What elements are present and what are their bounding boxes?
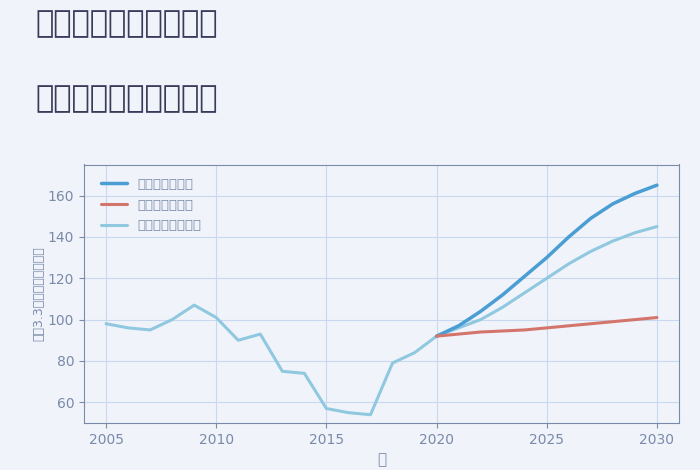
バッドシナリオ [433, 333, 441, 339]
バッドシナリオ [498, 328, 507, 334]
ノーマルシナリオ [168, 317, 176, 322]
グッドシナリオ [454, 323, 463, 329]
ノーマルシナリオ [565, 261, 573, 266]
バッドシナリオ [565, 323, 573, 329]
バッドシナリオ [631, 317, 639, 322]
ノーマルシナリオ [609, 238, 617, 244]
X-axis label: 年: 年 [377, 452, 386, 467]
バッドシナリオ [542, 325, 551, 331]
グッドシナリオ [433, 333, 441, 339]
バッドシナリオ [587, 321, 595, 327]
グッドシナリオ [542, 255, 551, 260]
ノーマルシナリオ [300, 370, 309, 376]
Text: 兵庫県姫路市北平野の: 兵庫県姫路市北平野の [35, 9, 218, 39]
ノーマルシナリオ [146, 327, 154, 333]
バッドシナリオ [609, 319, 617, 324]
Y-axis label: 坪（3.3㎡）単価（万円）: 坪（3.3㎡）単価（万円） [32, 246, 45, 341]
ノーマルシナリオ [498, 305, 507, 310]
バッドシナリオ [454, 331, 463, 337]
Text: 中古戸建ての価格推移: 中古戸建ての価格推移 [35, 85, 218, 114]
ノーマルシナリオ [477, 317, 485, 322]
グッドシナリオ [565, 234, 573, 240]
Line: グッドシナリオ: グッドシナリオ [437, 185, 657, 336]
ノーマルシナリオ [190, 302, 198, 308]
ノーマルシナリオ [521, 290, 529, 296]
ノーマルシナリオ [124, 325, 132, 331]
ノーマルシナリオ [631, 230, 639, 235]
バッドシナリオ [521, 327, 529, 333]
ノーマルシナリオ [344, 410, 353, 415]
Line: バッドシナリオ: バッドシナリオ [437, 318, 657, 336]
グッドシナリオ [653, 182, 662, 188]
グッドシナリオ [521, 274, 529, 279]
ノーマルシナリオ [389, 360, 397, 366]
ノーマルシナリオ [278, 368, 286, 374]
グッドシナリオ [587, 215, 595, 221]
ノーマルシナリオ [653, 224, 662, 229]
バッドシナリオ [653, 315, 662, 321]
ノーマルシナリオ [256, 331, 265, 337]
Legend: グッドシナリオ, バッドシナリオ, ノーマルシナリオ: グッドシナリオ, バッドシナリオ, ノーマルシナリオ [97, 174, 205, 236]
ノーマルシナリオ [212, 315, 220, 321]
グッドシナリオ [631, 191, 639, 196]
ノーマルシナリオ [433, 333, 441, 339]
グッドシナリオ [498, 292, 507, 298]
バッドシナリオ [477, 329, 485, 335]
ノーマルシナリオ [366, 412, 375, 417]
ノーマルシナリオ [410, 350, 419, 355]
ノーマルシナリオ [102, 321, 110, 327]
ノーマルシナリオ [542, 275, 551, 281]
Line: ノーマルシナリオ: ノーマルシナリオ [106, 227, 657, 415]
グッドシナリオ [477, 308, 485, 314]
ノーマルシナリオ [322, 406, 330, 411]
ノーマルシナリオ [587, 249, 595, 254]
グッドシナリオ [609, 201, 617, 207]
ノーマルシナリオ [234, 337, 242, 343]
ノーマルシナリオ [454, 325, 463, 331]
